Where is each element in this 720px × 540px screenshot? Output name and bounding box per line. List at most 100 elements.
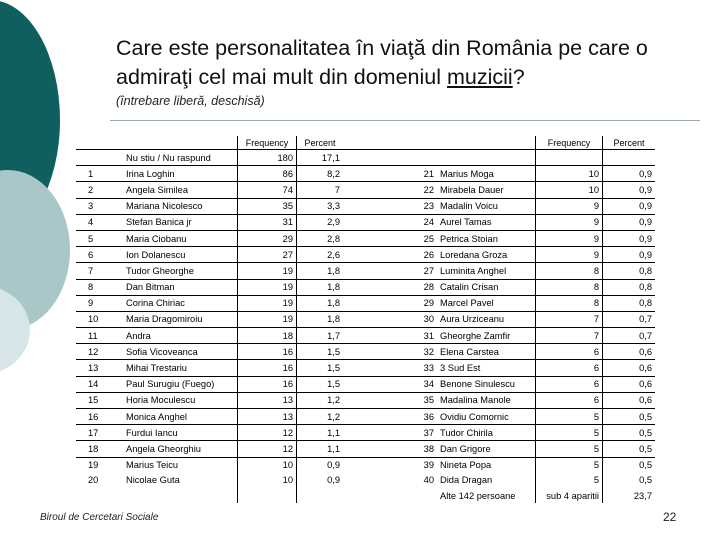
row-frequency-left: 16 — [237, 375, 297, 393]
table-row: 12 Sofia Vicoveanca 16 1,5 32 Elena Carstea 6 0… — [76, 343, 655, 360]
table-row: 13 Mihai Trestariu 16 1,5 33 3 Sud Est 6 0,6 — [76, 359, 655, 377]
title-text: Care este personalitatea în viaţă din Ro… — [116, 36, 648, 89]
row-frequency-right: 8 — [535, 294, 603, 312]
row-name-left: Horia Moculescu — [123, 391, 238, 409]
row-frequency-right: 7 — [535, 327, 603, 344]
row-name-right: Benone Sinulescu — [437, 375, 536, 393]
row-number-right: 30 — [409, 310, 437, 328]
row-frequency-left: 13 — [237, 407, 297, 425]
table-row: 19 Marius Teicu 10 0,9 39 Nineta Popa 5 0,5 — [76, 456, 655, 473]
row-frequency-left: 29 — [237, 229, 297, 247]
row-name-right: Nineta Popa — [437, 456, 536, 473]
header-percent-right: Percent — [602, 136, 655, 150]
dont-know-label: Nu stiu / Nu raspund — [123, 148, 238, 166]
row-name-right: Luminita Anghel — [437, 262, 536, 279]
row-number-left: 14 — [76, 375, 123, 393]
table-row: 9 Corina Chiriac 19 1,8 29 Marcel Pavel 8 0,8 — [76, 294, 655, 312]
row-percent-right: 0,9 — [602, 229, 655, 247]
row-percent-left: 1,5 — [296, 343, 343, 360]
row-name-left: Paul Surugiu (Fuego) — [123, 375, 238, 393]
row-name-left: Sofia Vicoveanca — [123, 343, 238, 360]
row-frequency-left: 16 — [237, 343, 297, 360]
row-percent-left: 0,9 — [296, 472, 343, 488]
row-number-right: 36 — [409, 407, 437, 425]
page-number: 22 — [663, 510, 677, 524]
row-name-right: Marcel Pavel — [437, 294, 536, 312]
row-frequency-left: 74 — [237, 181, 297, 199]
row-number-left: 8 — [76, 278, 123, 296]
row-number-left: 19 — [76, 456, 123, 473]
others-percent: 23,7 — [602, 487, 655, 504]
table-row: 16 Monica Anghel 13 1,2 36 Ovidiu Comornic 5 0,… — [76, 407, 655, 425]
table-row: 11 Andra 18 1,7 31 Gheorghe Zamfir 7 0,7 — [76, 327, 655, 344]
row-percent-left: 1,5 — [296, 375, 343, 393]
row-frequency-right: 6 — [535, 391, 603, 409]
row-number-right: 35 — [409, 391, 437, 409]
row-percent-left: 8,2 — [296, 165, 343, 182]
header-percent-left: Percent — [296, 136, 343, 150]
row-number-right: 23 — [409, 197, 437, 215]
row-frequency-left: 19 — [237, 310, 297, 328]
row-number-left: 3 — [76, 197, 123, 215]
table-row: 15 Horia Moculescu 13 1,2 35 Madalina Manole 6… — [76, 391, 655, 409]
row-percent-left: 1,1 — [296, 440, 343, 458]
row-name-right: Aura Urziceanu — [437, 310, 536, 328]
row-number-left: 9 — [76, 294, 123, 312]
row-number-right: 28 — [409, 278, 437, 296]
row-percent-right: 0,9 — [602, 181, 655, 199]
row-name-right: Catalin Crisan — [437, 278, 536, 296]
row-percent-left: 1,8 — [296, 294, 343, 312]
row-name-right: Ovidiu Comornic — [437, 407, 536, 425]
slide-title: Care este personalitatea în viaţă din Ro… — [116, 34, 696, 92]
row-name-left: Andra — [123, 327, 238, 344]
row-number-left: 13 — [76, 359, 123, 377]
row-percent-left: 1,8 — [296, 262, 343, 279]
row-frequency-left: 12 — [237, 440, 297, 458]
row-name-right: Tudor Chirila — [437, 424, 536, 441]
table-row: 14 Paul Surugiu (Fuego) 16 1,5 34 Benone Sinu… — [76, 375, 655, 393]
row-number-right: 37 — [409, 424, 437, 441]
row-frequency-left: 16 — [237, 359, 297, 377]
row-name-left: Angela Similea — [123, 181, 238, 199]
row-name-right: Petrica Stoian — [437, 229, 536, 247]
row-name-left: Angela Gheorghiu — [123, 440, 238, 458]
row-frequency-right: 9 — [535, 213, 603, 231]
table-row: 8 Dan Bitman 19 1,8 28 Catalin Crisan 8 0,8 — [76, 278, 655, 296]
row-percent-left: 1,7 — [296, 327, 343, 344]
row-frequency-right: 5 — [535, 440, 603, 458]
row-number-right: 21 — [409, 165, 437, 182]
table-row: 17 Furdui Iancu 12 1,1 37 Tudor Chirila 5 0,5 — [76, 424, 655, 441]
row-frequency-right: 9 — [535, 197, 603, 215]
row-frequency-left: 10 — [237, 472, 297, 488]
row-frequency-right: 10 — [535, 165, 603, 182]
row-percent-right: 0,9 — [602, 246, 655, 263]
row-frequency-left: 35 — [237, 197, 297, 215]
row-percent-right: 0,5 — [602, 407, 655, 425]
row-name-left: Mariana Nicolesco — [123, 197, 238, 215]
row-name-right: Madalina Manole — [437, 391, 536, 409]
row-frequency-right: 9 — [535, 246, 603, 263]
others-label: Alte 142 persoane — [440, 490, 516, 501]
row-percent-left: 3,3 — [296, 197, 343, 215]
row-number-right: 34 — [409, 375, 437, 393]
row-percent-left: 0,9 — [296, 456, 343, 473]
title-underlined-word: muzicii — [447, 65, 513, 89]
row-percent-left: 1,1 — [296, 424, 343, 441]
row-name-left: Maria Ciobanu — [123, 229, 238, 247]
row-percent-left: 2,9 — [296, 213, 343, 231]
row-percent-right: 0,5 — [602, 472, 655, 488]
title-divider — [110, 120, 700, 121]
row-name-left: Nicolae Guta — [126, 475, 180, 486]
footer-organization: Biroul de Cercetari Sociale — [40, 512, 159, 523]
row-frequency-right: 6 — [535, 375, 603, 393]
row-frequency-left: 13 — [237, 391, 297, 409]
row-percent-right: 0,9 — [602, 213, 655, 231]
row-frequency-right: 8 — [535, 262, 603, 279]
row-number-right: 31 — [409, 327, 437, 344]
row-frequency-left: 19 — [237, 278, 297, 296]
row-percent-right: 0,5 — [602, 440, 655, 458]
results-table: Frequency Percent Frequency Percent Nu s… — [76, 136, 655, 504]
row-name-right: Madalin Voicu — [437, 197, 536, 215]
row-percent-right: 0,8 — [602, 294, 655, 312]
row-number-left: 17 — [76, 424, 123, 441]
